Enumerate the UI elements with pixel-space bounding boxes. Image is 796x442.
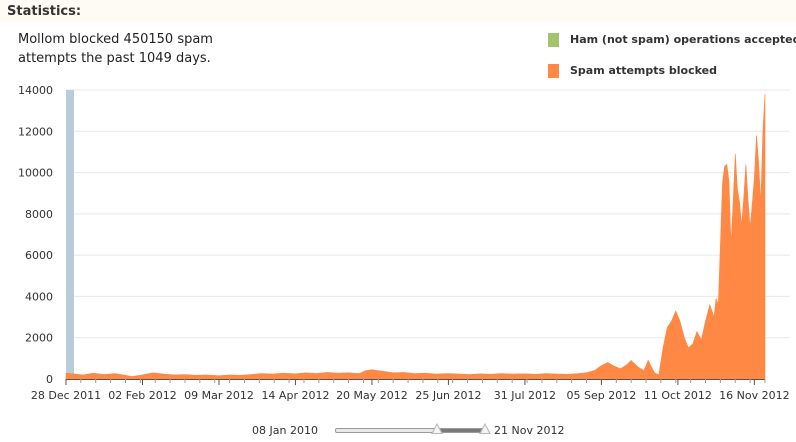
x-tick-label: 16 Nov 2012 — [719, 389, 789, 402]
summary-text: Mollom blocked 450150 spam attempts the … — [18, 30, 278, 68]
legend-swatch-spam — [548, 64, 559, 78]
x-tick-label: 28 Dec 2011 — [31, 389, 101, 402]
spam-area — [65, 94, 766, 380]
x-tick-label: 02 Feb 2012 — [108, 389, 176, 402]
start-marker-bar — [66, 90, 74, 379]
x-tick-label: 05 Sep 2012 — [567, 389, 637, 402]
date-range-selector: 08 Jan 2010 21 Nov 2012 — [0, 418, 796, 442]
summary-line-1: Mollom blocked 450150 spam — [18, 32, 213, 47]
y-tick-label: 12000 — [18, 125, 53, 138]
legend-label-ham: Ham (not spam) operations accepted — [570, 33, 796, 46]
page-title: Statistics: — [7, 4, 82, 19]
y-tick-label: 8000 — [25, 208, 53, 221]
y-tick-label: 10000 — [18, 167, 53, 180]
grid-lines — [66, 89, 790, 339]
chart-series — [65, 90, 766, 380]
range-end-label: 21 Nov 2012 — [494, 424, 565, 437]
stats-header: Statistics: — [0, 0, 796, 22]
x-tick-label: 31 Jul 2012 — [494, 389, 556, 402]
range-end-handle[interactable] — [479, 423, 491, 434]
summary-line-2: attempts the past 1049 days. — [18, 51, 211, 66]
x-tick-label: 20 May 2012 — [336, 389, 408, 402]
y-tick-label: 6000 — [25, 249, 53, 262]
y-tick-label: 14000 — [18, 84, 53, 97]
range-slider-selection — [437, 429, 485, 432]
x-tick-label: 25 Jun 2012 — [415, 389, 481, 402]
x-tick-label: 09 Mar 2012 — [184, 389, 254, 402]
x-tick-label: 14 Apr 2012 — [261, 389, 329, 402]
y-tick-label: 0 — [46, 373, 53, 386]
chart-axes: 0 2000 4000 6000 8000 10000 12000 14000 28 Dec 2… — [18, 84, 790, 402]
spam-chart: 0 2000 4000 6000 8000 10000 12000 14000 28 Dec 2… — [18, 84, 790, 402]
x-tick-label: 11 Oct 2012 — [644, 389, 712, 402]
legend-swatch-ham — [548, 33, 559, 47]
y-tick-label: 2000 — [25, 332, 53, 345]
range-start-handle[interactable] — [431, 423, 443, 434]
y-tick-label: 4000 — [25, 290, 53, 303]
legend-label-spam: Spam attempts blocked — [570, 64, 717, 77]
range-start-label: 08 Jan 2010 — [252, 424, 318, 437]
